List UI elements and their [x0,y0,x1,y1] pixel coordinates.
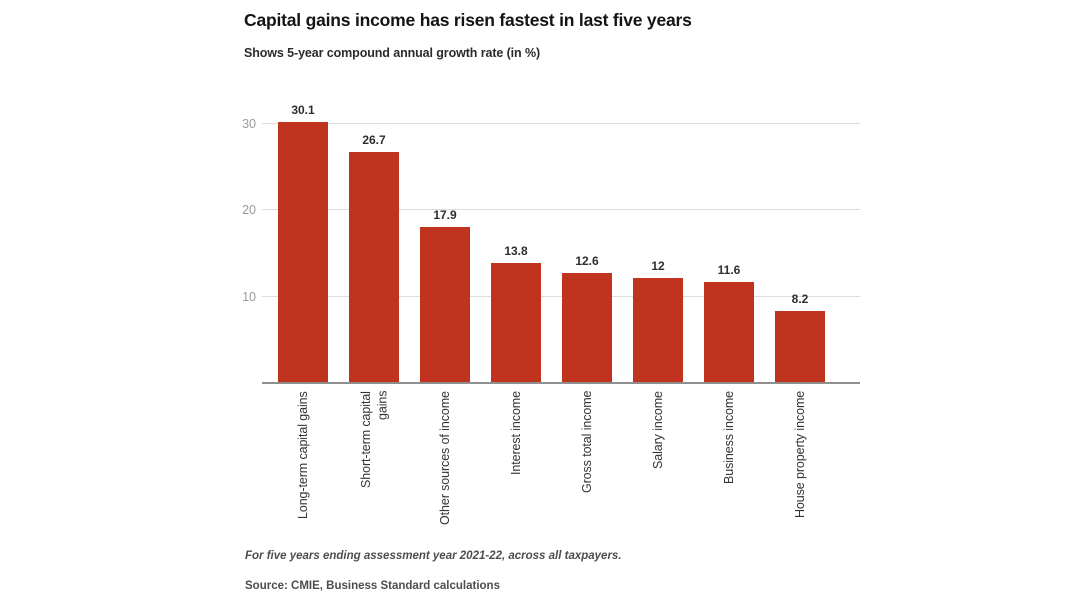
y-axis-tick-label: 10 [242,289,256,304]
bar-value-label: 12.6 [575,254,599,269]
bar: 26.7 [349,133,399,382]
category-cell: Interest income [491,391,541,549]
x-axis-category-labels: Long-term capital gains Short-term capita… [278,391,825,549]
category-label: Business income [721,391,736,484]
bar-value-label: 17.9 [433,208,457,223]
bar: 12.6 [562,254,612,382]
bar-value-label: 12 [651,259,665,274]
plot-area: 10 20 30 30.1 26.7 17.9 13.8 12.6 12 11.6 8.2 [242,103,860,384]
chart-source: Source: CMIE, Business Standard calculat… [245,580,500,592]
category-cell: Business income [704,391,754,549]
bar-value-label: 8.2 [791,292,809,307]
category-label: Gross total income [579,391,594,494]
bar-series: 30.1 26.7 17.9 13.8 12.6 12 11.6 8.2 [278,103,825,382]
y-axis-tick-label: 20 [242,203,256,218]
category-cell: Long-term capital gains [278,391,328,549]
chart-title: Capital gains income has risen fastest i… [244,10,692,30]
bar: 17.9 [420,208,470,382]
bar-value-label: 26.7 [362,132,386,147]
bar: 12 [633,259,683,382]
category-cell: Gross total income [562,391,612,549]
category-label: Other sources of income [437,391,452,525]
category-label: Interest income [508,391,523,475]
category-cell: Short-term capital gains [349,391,399,549]
bar: 30.1 [278,103,328,382]
category-cell: House property income [775,391,825,549]
category-label: Short-term capital gains [358,391,389,488]
gridline [262,209,860,211]
bar-value-label: 11.6 [717,262,741,277]
chart-subtitle: Shows 5-year compound annual growth rate… [244,46,541,60]
y-axis-tick-label: 30 [242,117,256,131]
category-label: Long-term capital gains [295,391,310,519]
bar-value-label: 13.8 [504,243,528,258]
bar: 13.8 [491,244,541,382]
category-cell: Salary income [633,391,683,549]
gridline [262,295,860,297]
category-label: Salary income [650,391,665,469]
bar: 8.2 [775,292,825,382]
category-label: House property income [792,391,807,519]
bar-value-label: 30.1 [291,103,315,118]
category-cell: Other sources of income [420,391,470,549]
gridline [262,123,860,124]
chart-footnote: For five years ending assessment year 20… [245,550,622,562]
bar: 11.6 [704,263,754,382]
